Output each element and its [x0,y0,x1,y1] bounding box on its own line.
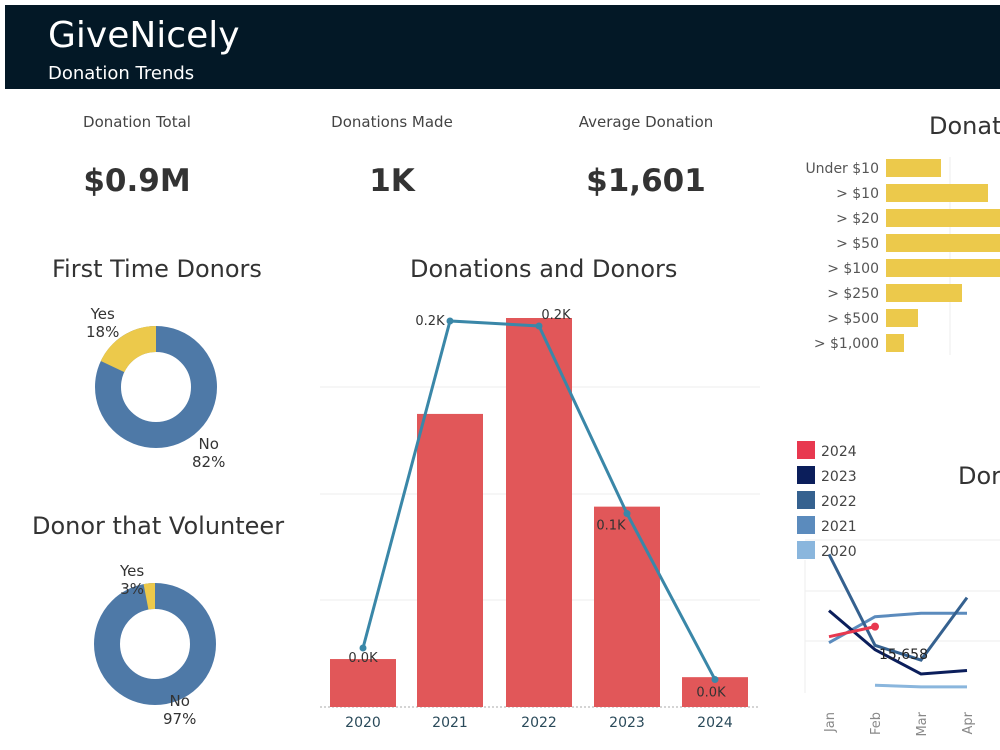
size-bar [886,159,941,177]
donors-label: 0.0K [696,686,726,701]
x-tick-label: Apr [961,711,976,734]
x-tick-label: Jan [823,712,838,733]
size-bar [886,234,1000,252]
legend-swatch [797,541,815,559]
size-bar [886,334,904,352]
dashboard-subtitle: Donation Trends [48,63,195,84]
bar-2022 [506,318,572,707]
legend-swatch [797,491,815,509]
x-tick-label: 2023 [609,715,645,731]
first-time-donut [95,326,217,448]
size-label: Under $10 [805,161,879,177]
donors-point [623,510,631,518]
bar-2020 [330,659,396,707]
donut-yes-slice [143,583,156,610]
app-title: GiveNicely [48,15,240,56]
legend-swatch [797,441,815,459]
size-label: > $10 [836,186,879,202]
volunteer-yes: Yes 3% [120,562,145,598]
size-bar [886,184,988,202]
legend-label: 2022 [821,494,857,510]
size-chart-title: Donat [929,112,1000,140]
monthly-chart-title: Dor [958,462,1000,490]
volunteer-no: No 97% [163,692,197,728]
donors-point [711,676,719,684]
legend-swatch [797,516,815,534]
donors-point [446,317,454,325]
volunteer-donut [94,583,216,705]
line-2022 [827,553,969,662]
kpi-label: Average Donation [578,113,714,131]
x-tick-label: 2021 [432,715,468,731]
annotation-point [871,622,879,631]
donors-label: 0.1K [596,519,626,534]
x-tick-label: 2020 [345,715,381,731]
size-label: > $100 [827,261,879,277]
size-bar [886,284,962,302]
kpi-label: Donations Made [331,113,453,131]
donut-yes-slice [100,326,157,373]
donors-point [359,644,367,652]
legend-label: 2021 [821,519,857,535]
x-tick-label: Feb [869,712,884,735]
size-label: > $20 [836,211,879,227]
kpi-value: $0.9M [83,163,191,199]
line-2024 [828,625,876,639]
size-bar [886,209,1000,227]
size-label: > $1,000 [814,336,879,352]
size-bar [886,309,918,327]
x-tick-label: Mar [915,711,930,736]
bar-2021 [417,413,483,707]
annotation-label: 15,658 [879,647,928,663]
header: GiveNicely Donation Trends [5,5,1000,89]
volunteer-title: Donor that Volunteer [32,512,285,540]
bar-2023 [594,506,660,707]
first-time-no: No 82% [192,435,226,471]
x-tick-label: 2024 [697,715,733,731]
x-tick-label: 2022 [521,715,557,731]
line-2023 [828,609,968,676]
legend-label: 2020 [821,544,857,560]
kpi-value: 1K [369,163,415,199]
first-time-title: First Time Donors [52,255,262,283]
legend-swatch [797,466,815,484]
donors-point [535,322,543,330]
kpi-value: $1,601 [586,163,706,199]
size-bar [886,259,1000,277]
donations-donors-title: Donations and Donors [410,255,678,283]
size-label: > $500 [827,311,879,327]
legend-label: 2024 [821,444,857,460]
donors-label: 0.2K [541,308,571,323]
first-time-yes: Yes 18% [86,305,120,341]
size-label: > $50 [836,236,879,252]
kpi-label: Donation Total [83,113,191,131]
legend-label: 2023 [821,469,857,485]
donors-label: 0.2K [415,314,445,329]
line-2020 [874,683,967,689]
size-label: > $250 [827,286,879,302]
donors-label: 0.0K [348,651,378,666]
